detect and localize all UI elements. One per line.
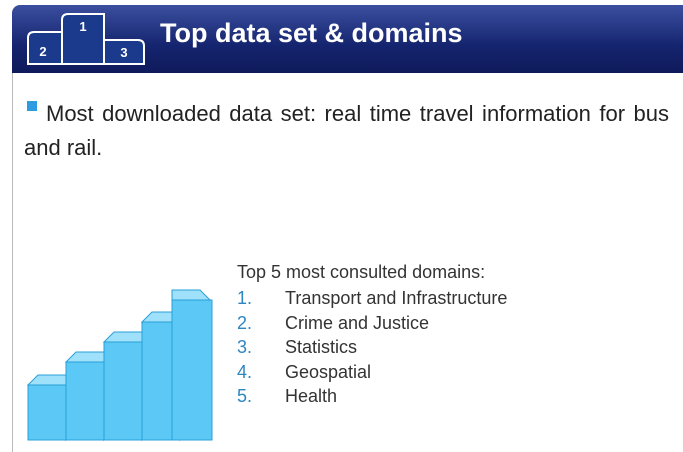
podium-label: 2 [39,44,46,59]
list-number: 3. [237,337,253,357]
list-number: 4. [237,361,253,382]
list-item: Statistics [285,337,358,357]
podium-label: 1 [79,19,86,34]
bullet-marker [27,101,37,111]
list-item: Geospatial [285,361,372,382]
podium-label: 3 [120,45,127,60]
stair-icon [26,289,213,442]
podium-icon [27,13,145,65]
header-title: Top data set & domains [160,18,463,48]
list-number: 2. [237,312,253,333]
list-item: Health [285,386,338,406]
list-heading: Top 5 most consulted domains: [237,262,486,282]
bullet-text: Most downloaded data set: real time trav… [24,101,669,160]
list-item: Crime and Justice [285,312,430,333]
list-number: 1. [237,288,253,308]
list-number: 5. [237,386,253,406]
panel-border [12,73,13,452]
list-item: Transport and Infrastructure [285,288,508,308]
